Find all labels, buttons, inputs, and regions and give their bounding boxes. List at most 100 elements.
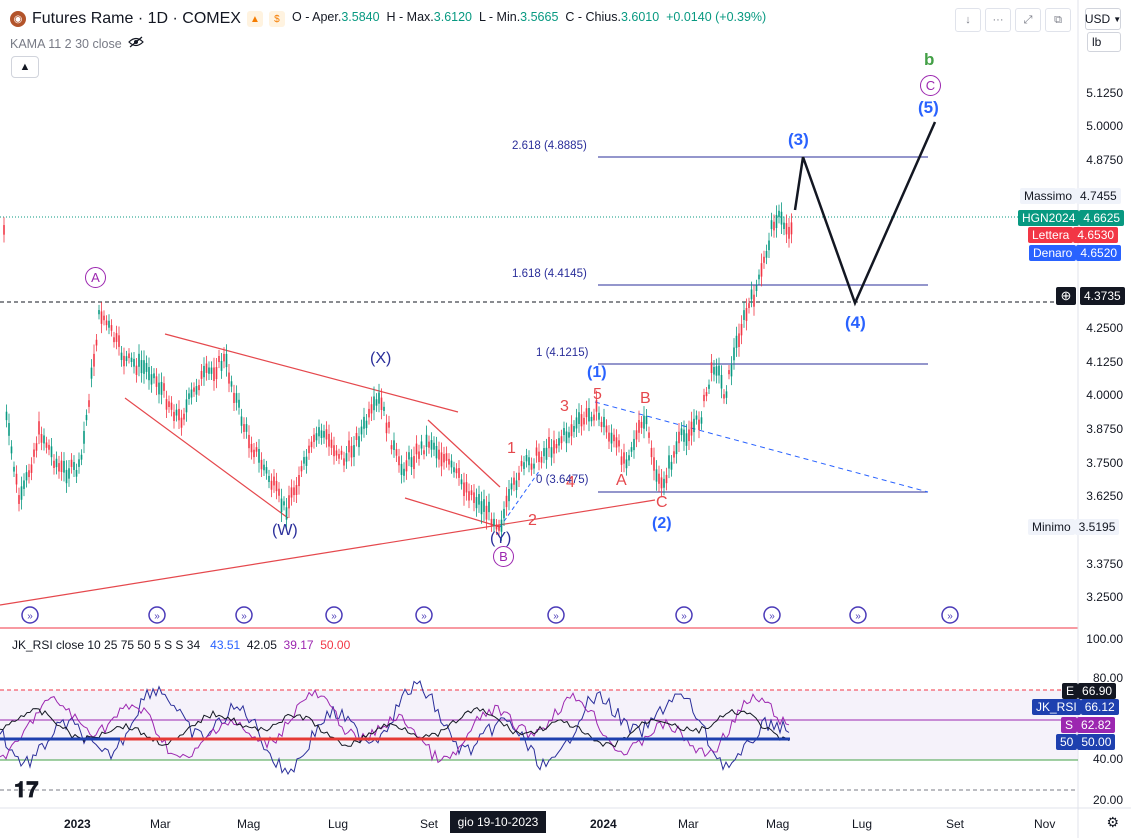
candle-body [43,435,45,444]
candle-body [583,417,585,425]
candle-body [193,387,195,392]
candle-body [598,412,600,420]
candle-body [293,487,295,496]
candle-body [413,456,415,470]
candle-body [448,458,450,465]
dashed-connector [499,469,541,528]
time-tick: Mag [766,817,790,831]
minimo-label: Minimo 3.5195 [1028,519,1120,535]
gear-icon[interactable]: ⚙ [1106,814,1119,830]
rsi-value-4: 50.00 [320,638,351,652]
fib-label-2618: 2.618 (4.8885) [512,140,587,152]
rsi-tick: 80.00 [1092,671,1123,685]
candle-body [363,416,365,429]
candle-body [265,467,268,474]
candle-body [223,353,225,362]
symbol-title[interactable]: Futures Rame · 1D · COMEX [32,10,241,27]
candle-body [188,393,190,400]
candle-body [710,362,713,373]
add-alert-plus-icon[interactable]: ⊕ [1056,287,1076,305]
candle-body [518,472,520,481]
collapse-legend-button[interactable]: ▲ [11,56,39,78]
candle-body [390,445,393,450]
candle-body [10,446,13,454]
candle-body [155,376,158,387]
price-tick: 3.3750 [1086,557,1123,571]
eye-hidden-icon[interactable] [127,36,144,51]
subwave-4: 4 [566,474,575,491]
price-tick: 3.2500 [1086,590,1123,604]
candle-body [330,439,333,448]
candle-body [25,472,28,481]
candle-body [213,367,215,381]
alert-badge[interactable]: ▲ [246,11,263,27]
candle-body [623,452,625,464]
candle-body [688,429,690,442]
candle-body [98,310,100,315]
candle-body [678,431,680,444]
candle-body [588,408,590,422]
time-tick: Mar [678,817,699,831]
candle-body [453,467,455,473]
wave-label-1: (1) [587,364,607,381]
candle-body [720,374,723,389]
candle-body [350,445,353,458]
jump-icons[interactable]: » » » » » » » » » » [21,606,959,624]
rsi-series-line [0,680,790,776]
lettera-label: Lettera 4.6530 [1028,227,1119,243]
candle-body [685,433,688,446]
symbol-price-label: HGN2024 4.6625 [1018,210,1125,226]
candle-body [243,424,245,432]
currency-select[interactable]: USD ▼ [1085,8,1121,30]
candle-body [115,333,118,342]
jump-arrow-glyph: » [154,611,160,622]
maximize-icon[interactable]: ⤢ [1015,8,1041,32]
candle-body [498,525,500,531]
candle-body [218,355,220,363]
wave-label-X: (X) [370,350,392,367]
rsi-value-2: 42.05 [246,638,277,652]
candle-body [618,440,620,447]
candle-body [480,501,483,515]
candle-body [178,408,180,421]
lettera-value: 4.6530 [1073,227,1119,243]
tradingview-logo[interactable]: 𝟏𝟕 [14,777,39,802]
candle-body [640,421,643,428]
candle-body [613,434,615,442]
candle-body [638,420,640,433]
candle-body [50,446,53,458]
candle-body [695,415,698,420]
candle-body [175,409,178,416]
candle-body [433,442,435,450]
arrow-down-icon[interactable]: ↓ [955,8,981,32]
candle-body [203,365,205,378]
indicator-legend[interactable]: KAMA 11 2 30 close [10,36,144,51]
candle-body [713,366,715,375]
candle-body [83,431,85,444]
candle-body [628,455,630,461]
rsi-legend[interactable]: JK_RSI close 10 25 75 50 5 S S 34 43.51 … [12,638,350,652]
candle-body [80,454,83,460]
massimo-value: 4.7455 [1076,188,1121,204]
symbol-value: 4.6625 [1079,210,1125,226]
candle-body [400,463,403,475]
high-label: H - Max. [386,10,434,24]
candle-body [515,480,518,491]
unit-select[interactable]: lb [1087,32,1121,52]
wave-label-5: (5) [918,98,939,117]
candle-body [568,432,570,438]
candle-body [310,441,313,448]
currency-badge[interactable]: $ [268,11,285,27]
candle-body [398,456,400,466]
wave-label-C-circle: C [920,75,941,96]
candle-body [630,447,633,452]
candle-body [593,414,595,421]
low-label: L - Min. [478,10,521,24]
candle-body [570,424,573,437]
candle-body [335,450,338,456]
fullscreen-icon[interactable]: ⧉ [1045,8,1071,32]
more-icon[interactable]: ··· [985,8,1011,32]
candle-body [230,381,233,387]
price-candles [3,202,793,541]
